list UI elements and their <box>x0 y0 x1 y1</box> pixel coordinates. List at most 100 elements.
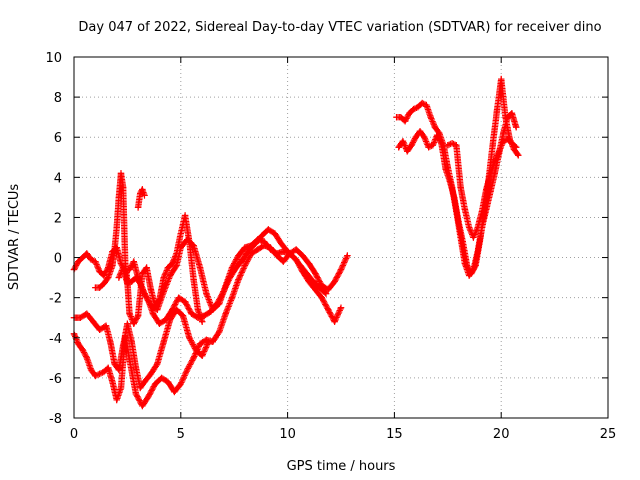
data-point <box>498 75 505 83</box>
data-point <box>451 194 458 201</box>
data-point <box>79 254 86 261</box>
data-point <box>312 286 319 293</box>
y-tick-label: 8 <box>54 91 62 106</box>
y-axis-label: SDTVAR / TECUs <box>7 184 22 291</box>
data-point <box>143 264 150 271</box>
data-point <box>463 262 471 269</box>
data-point <box>235 252 242 259</box>
data-point <box>427 113 434 121</box>
data-point <box>124 320 131 327</box>
series-track-g <box>393 99 520 279</box>
data-point <box>104 274 112 281</box>
data-point <box>337 266 345 273</box>
data-point <box>337 304 345 311</box>
data-point <box>468 270 475 277</box>
data-point <box>194 306 202 313</box>
data-point <box>474 224 481 231</box>
data-point <box>128 338 135 345</box>
data-point <box>233 264 240 271</box>
data-point <box>177 380 184 388</box>
data-point <box>160 338 167 345</box>
data-point <box>502 113 509 121</box>
x-tick-label: 5 <box>177 427 185 442</box>
data-point <box>181 212 189 219</box>
data-point <box>408 142 415 149</box>
data-point <box>156 296 163 303</box>
data-point <box>303 270 311 277</box>
data-point <box>126 310 133 317</box>
data-point <box>418 99 426 107</box>
data-point <box>265 226 272 233</box>
data-point <box>160 274 167 281</box>
data-point <box>277 240 285 247</box>
data-point <box>318 294 325 301</box>
data-point <box>438 140 445 147</box>
data-point <box>113 224 120 231</box>
data-point <box>126 356 133 364</box>
data-point <box>171 388 178 396</box>
data-point <box>209 338 217 345</box>
y-tick-label: 10 <box>45 51 62 66</box>
data-point <box>442 166 449 173</box>
data-point <box>145 392 152 400</box>
data-point <box>104 364 112 372</box>
data-point <box>504 136 511 143</box>
data-point <box>324 286 332 293</box>
data-point <box>312 270 319 277</box>
data-point <box>433 132 441 139</box>
data-point <box>254 246 261 253</box>
data-point <box>310 278 317 285</box>
data-point <box>235 276 242 283</box>
data-point <box>164 264 172 271</box>
y-tick-label: 2 <box>54 211 62 226</box>
x-tick-label: 10 <box>279 427 296 442</box>
marker-trail <box>393 99 520 279</box>
data-point <box>111 246 118 253</box>
series-track-i <box>444 136 520 241</box>
data-point <box>83 310 91 317</box>
data-point <box>190 242 197 249</box>
data-point <box>220 288 227 295</box>
data-point <box>284 248 291 255</box>
data-point <box>476 238 484 245</box>
data-point <box>500 138 507 145</box>
data-point <box>252 240 259 247</box>
data-point <box>151 380 159 388</box>
data-point <box>134 312 142 319</box>
data-point <box>401 117 409 125</box>
data-point <box>122 260 129 267</box>
data-point <box>147 286 155 293</box>
data-point <box>137 384 144 392</box>
data-point <box>465 224 473 231</box>
data-point <box>181 298 189 305</box>
data-point <box>139 402 146 410</box>
data-point <box>431 123 439 131</box>
data-point <box>222 310 229 317</box>
data-point <box>139 270 146 277</box>
data-point <box>395 144 402 151</box>
data-point <box>453 142 460 149</box>
data-point <box>96 284 103 291</box>
data-point <box>173 262 180 269</box>
y-tick-label: -2 <box>49 292 62 307</box>
y-tick-label: 0 <box>54 252 62 267</box>
x-tick-label: 0 <box>70 427 78 442</box>
data-point <box>87 256 95 263</box>
data-point <box>196 340 204 347</box>
data-point <box>397 113 405 121</box>
data-point <box>130 258 138 265</box>
data-point <box>162 316 170 323</box>
data-point <box>508 140 516 147</box>
data-point <box>79 346 86 354</box>
data-point <box>96 370 103 378</box>
data-point <box>175 294 182 301</box>
series-track-h <box>395 75 522 277</box>
data-point <box>149 310 157 317</box>
data-point <box>92 258 99 265</box>
data-point <box>96 326 103 333</box>
data-point <box>414 103 422 111</box>
data-point <box>455 218 462 225</box>
data-point <box>156 320 163 327</box>
data-point <box>141 378 148 386</box>
